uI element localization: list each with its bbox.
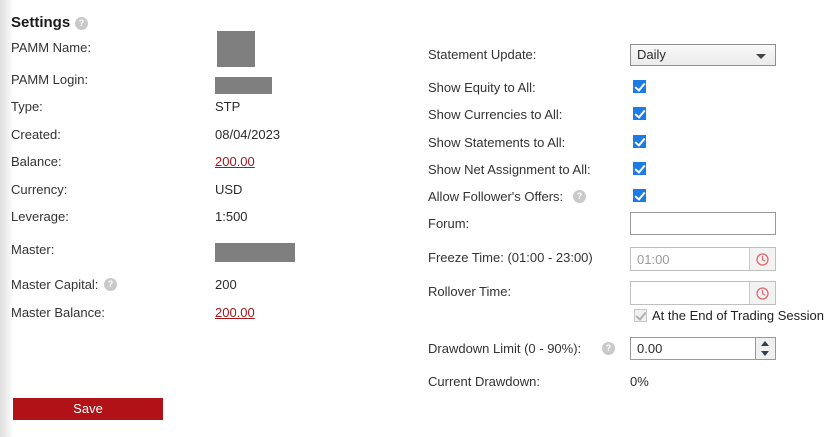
allow-offers-help-icon[interactable]: ? [573, 190, 586, 203]
spinner-buttons [755, 338, 775, 359]
freeze-time-field [630, 247, 776, 271]
drawdown-limit-label: Drawdown Limit (0 - 90%): [428, 341, 582, 356]
pamm-login-redacted-value [215, 77, 272, 94]
drawdown-limit-field [630, 337, 776, 360]
end-session-checkbox [634, 309, 647, 322]
leverage-label: Leverage: [11, 209, 69, 224]
current-drawdown-label: Current Drawdown: [428, 374, 540, 389]
show-net-assignment-checkbox[interactable] [633, 162, 646, 175]
master-balance-value-link[interactable]: 200.00 [215, 305, 255, 320]
type-label: Type: [11, 99, 43, 114]
statement-update-selected-value: Daily [637, 47, 666, 62]
freeze-time-input[interactable] [631, 248, 749, 270]
balance-label: Balance: [11, 154, 62, 169]
created-label: Created: [11, 127, 61, 142]
master-capital-label: Master Capital: [11, 277, 99, 292]
current-drawdown-value: 0% [630, 374, 649, 389]
statement-update-label: Statement Update: [428, 47, 537, 62]
master-label: Master: [11, 242, 55, 257]
pamm-login-label: PAMM Login: [11, 72, 89, 87]
page-title: Settings [11, 14, 71, 31]
show-statements-label: Show Statements to All: [428, 135, 566, 150]
rollover-time-label: Rollover Time: [428, 284, 512, 299]
save-button[interactable]: Save [13, 398, 163, 420]
leverage-value: 1:500 [215, 209, 248, 224]
clock-icon [756, 252, 769, 266]
show-statements-checkbox[interactable] [633, 135, 646, 148]
drawdown-limit-help-icon[interactable]: ? [602, 342, 615, 355]
master-capital-help-icon[interactable]: ? [104, 278, 117, 291]
show-net-assignment-label: Show Net Assignment to All: [428, 162, 591, 177]
currency-label: Currency: [11, 182, 68, 197]
show-equity-label: Show Equity to All: [428, 80, 536, 95]
rollover-time-input[interactable] [631, 282, 749, 304]
allow-offers-label: Allow Follower's Offers: [428, 189, 564, 204]
chevron-down-icon [756, 54, 766, 59]
end-session-label: At the End of Trading Session [652, 308, 824, 323]
forum-input[interactable] [630, 212, 776, 235]
spinner-down-button[interactable] [756, 349, 775, 360]
spinner-up-button[interactable] [756, 338, 775, 349]
balance-value-link[interactable]: 200.00 [215, 154, 255, 169]
pamm-name-redacted-value [217, 31, 255, 67]
show-currencies-checkbox[interactable] [633, 107, 646, 120]
settings-help-icon[interactable]: ? [75, 17, 88, 30]
forum-label: Forum: [428, 216, 470, 231]
master-capital-value: 200 [215, 277, 237, 292]
created-value: 08/04/2023 [215, 127, 281, 142]
drawdown-limit-input[interactable] [631, 338, 755, 359]
show-currencies-label: Show Currencies to All: [428, 107, 563, 122]
type-value: STP [215, 99, 241, 114]
master-redacted-value [215, 243, 295, 262]
show-equity-checkbox[interactable] [633, 80, 646, 93]
allow-offers-checkbox[interactable] [633, 189, 646, 202]
clock-icon [756, 286, 769, 300]
rollover-time-field [630, 281, 776, 305]
master-balance-label: Master Balance: [11, 305, 105, 320]
statement-update-select[interactable]: Daily [630, 44, 776, 66]
freeze-time-label: Freeze Time: (01:00 - 23:00) [428, 250, 593, 265]
rollover-time-clock-button[interactable] [749, 282, 775, 304]
pamm-name-label: PAMM Name: [11, 40, 91, 55]
freeze-time-clock-button[interactable] [749, 248, 775, 270]
currency-value: USD [215, 182, 243, 197]
